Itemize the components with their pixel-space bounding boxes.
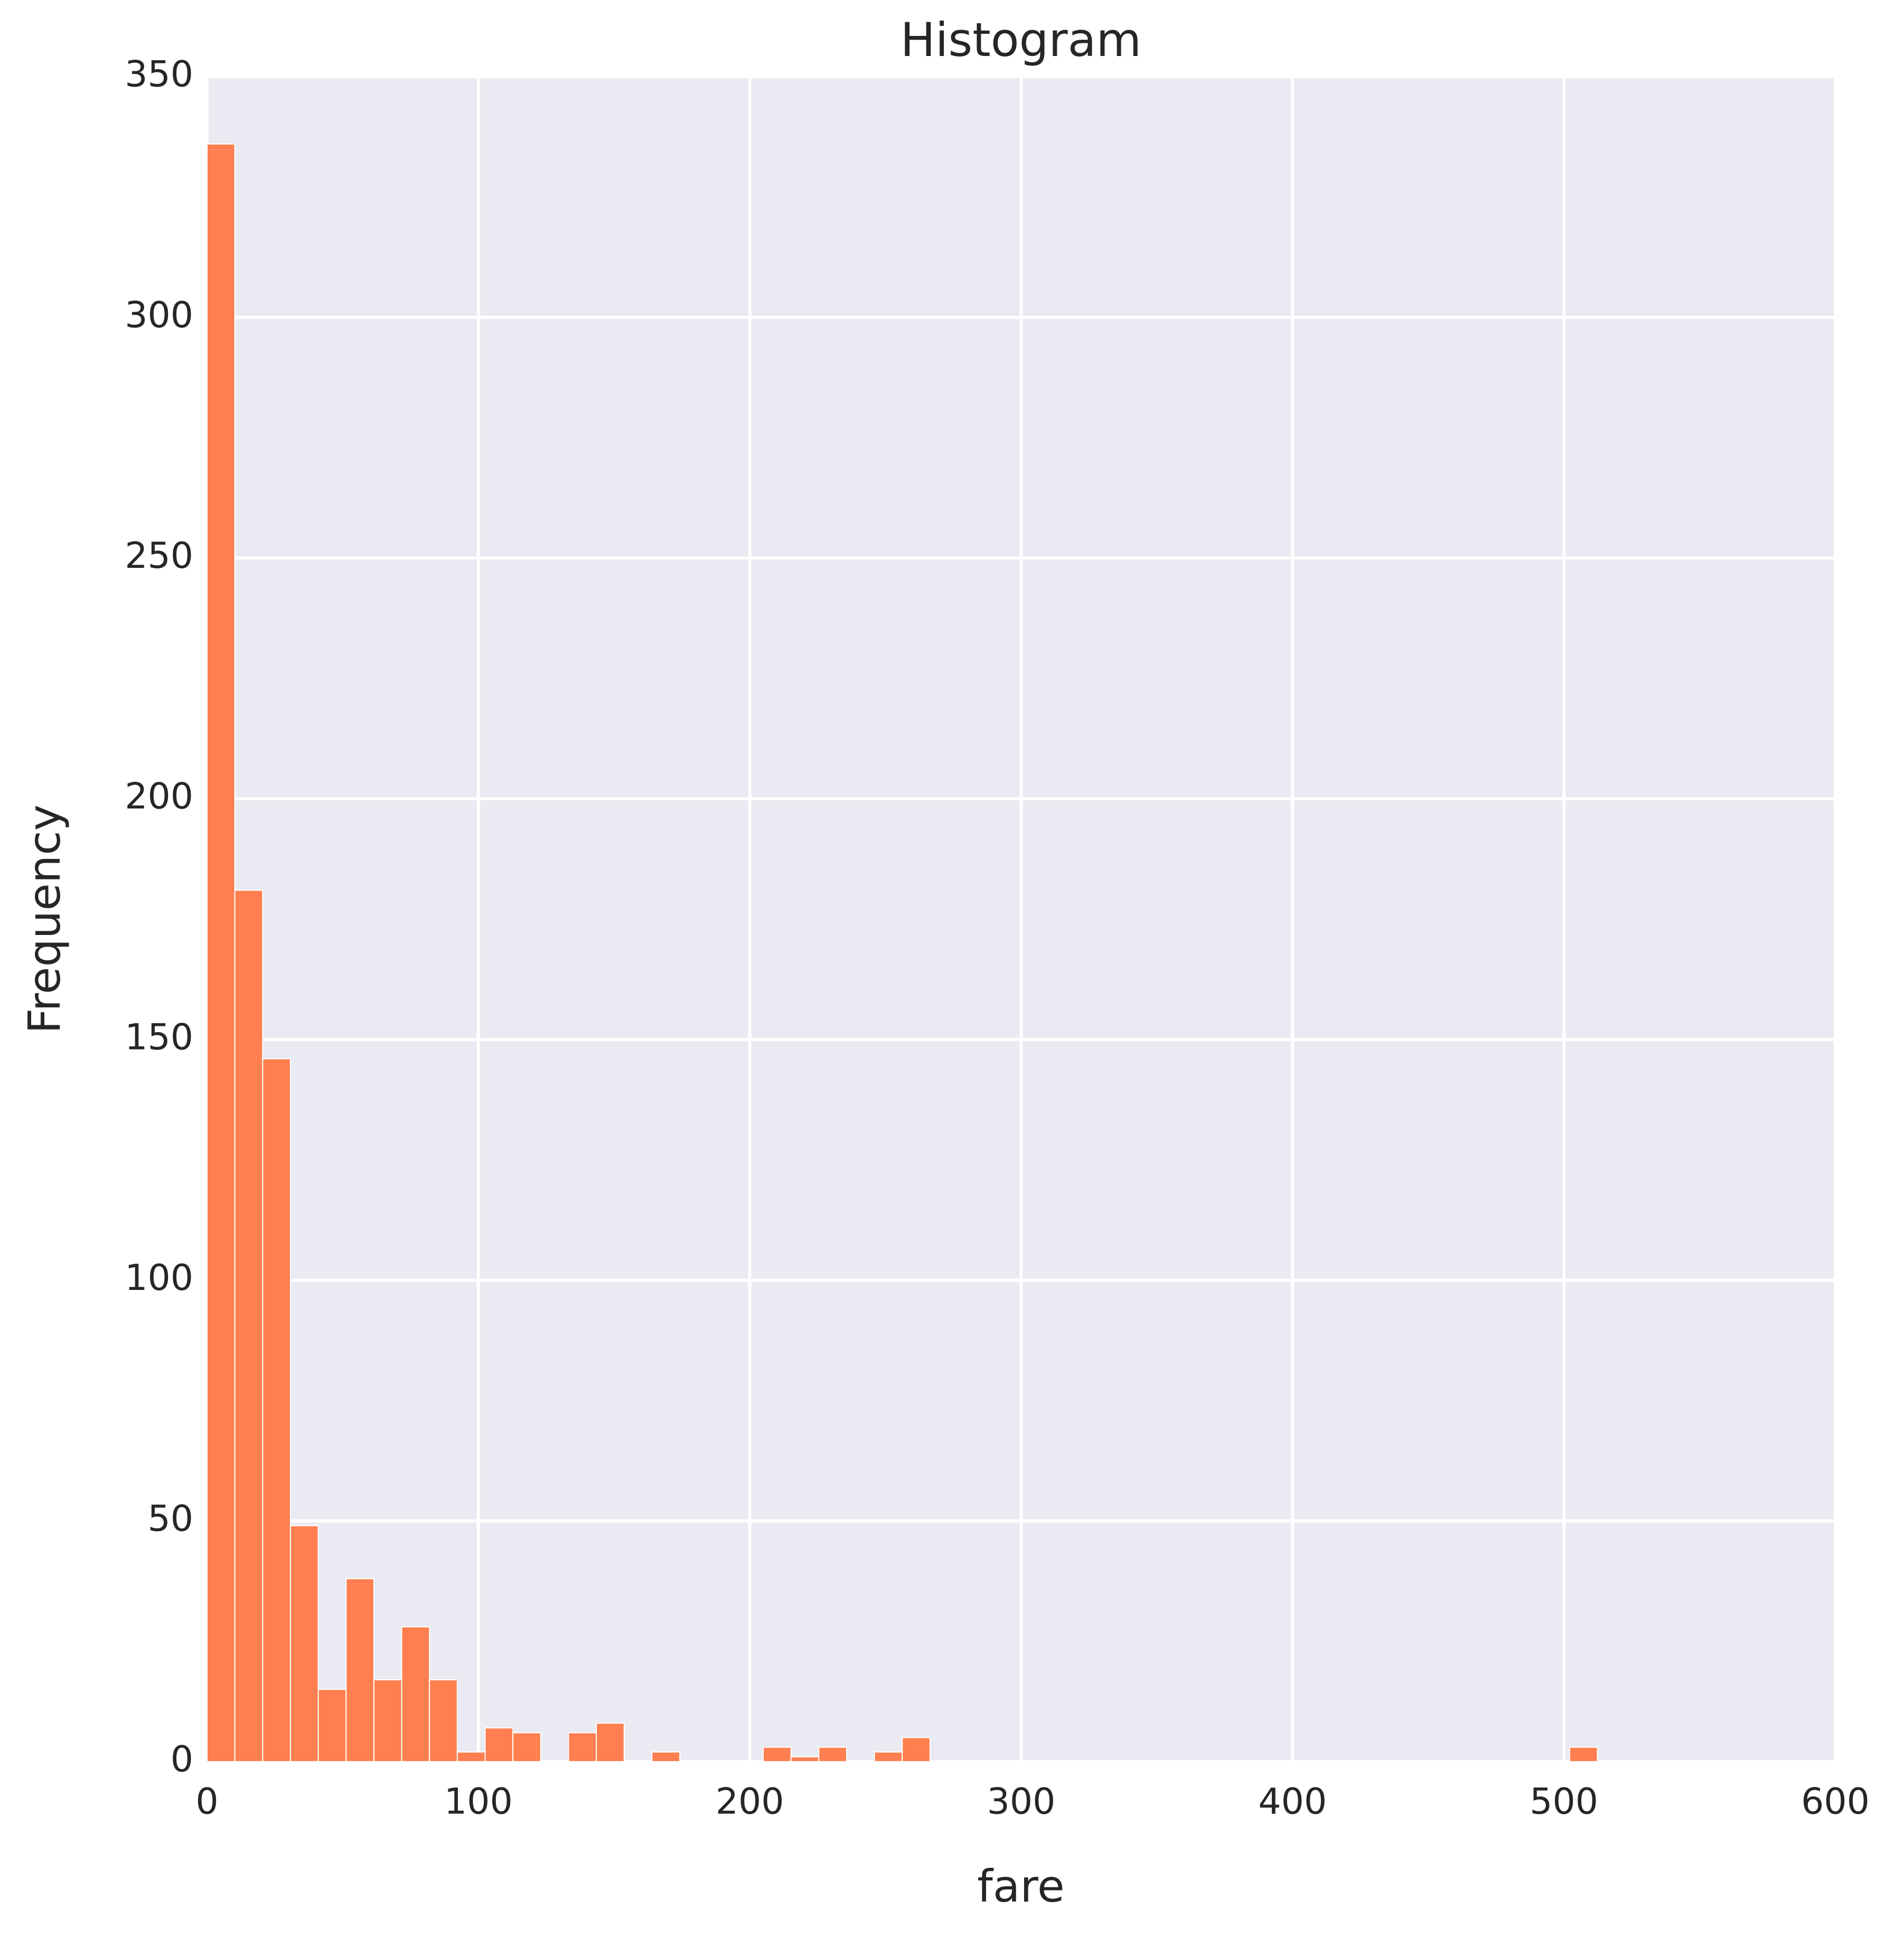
bar: [234, 890, 264, 1762]
bar: [289, 1525, 319, 1762]
y-tick-label: 200: [125, 776, 193, 818]
bar: [373, 1679, 402, 1762]
bar: [207, 143, 236, 1762]
y-tick-label: 350: [125, 54, 193, 96]
bar: [874, 1751, 903, 1763]
bar: [902, 1737, 931, 1762]
y-tick-label: 100: [125, 1257, 193, 1299]
y-axis-label: Frequency: [18, 804, 70, 1034]
bar: [401, 1626, 430, 1763]
y-tick-label: 250: [125, 535, 193, 577]
y-tick-label: 0: [171, 1739, 193, 1781]
bar: [512, 1732, 541, 1762]
bar: [568, 1732, 597, 1762]
y-tick-label: 300: [125, 294, 193, 336]
bar: [317, 1689, 347, 1762]
x-tick-label: 0: [195, 1781, 218, 1823]
bar: [818, 1746, 847, 1763]
x-tick-label: 300: [987, 1781, 1056, 1823]
x-tick-label: 200: [716, 1781, 784, 1823]
x-tick-label: 500: [1530, 1781, 1598, 1823]
bar: [262, 1058, 291, 1762]
bar: [1569, 1746, 1598, 1763]
x-tick-label: 600: [1801, 1781, 1870, 1823]
bar: [429, 1679, 458, 1762]
bar: [484, 1727, 514, 1762]
chart-title: Histogram: [901, 13, 1142, 67]
x-tick-label: 100: [444, 1781, 513, 1823]
bar: [456, 1751, 486, 1763]
x-axis-label: fare: [977, 1860, 1064, 1912]
bar: [345, 1578, 374, 1763]
y-tick-label: 50: [147, 1498, 193, 1540]
bar: [651, 1751, 681, 1763]
y-tick-label: 150: [125, 1016, 193, 1058]
x-tick-label: 400: [1258, 1781, 1327, 1823]
bar: [596, 1723, 625, 1762]
bar: [790, 1756, 820, 1763]
bar: [763, 1746, 792, 1763]
